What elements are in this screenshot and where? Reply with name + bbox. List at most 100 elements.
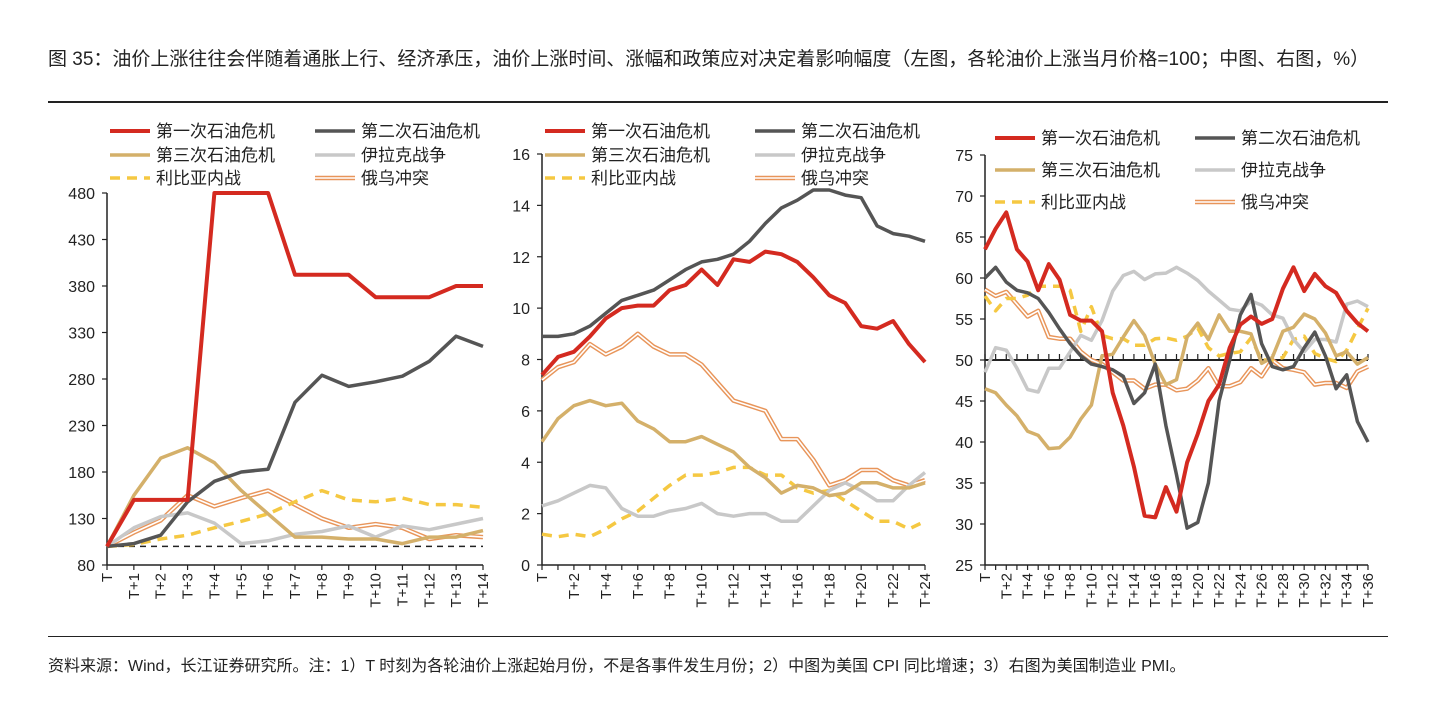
y-tick-label: 14 [512, 198, 530, 215]
x-tick-label: T+16 [1147, 573, 1164, 608]
series-line-3 [105, 446, 484, 548]
x-tick-label: T+3 [180, 573, 197, 599]
y-tick-label: 430 [68, 233, 95, 250]
legend-label: 第三次石油危机 [591, 146, 710, 165]
x-tick-label: T+4 [598, 573, 615, 599]
legend-label: 俄乌冲突 [361, 169, 429, 188]
x-tick-label: T+13 [448, 573, 465, 608]
y-tick-label: 380 [68, 279, 95, 296]
x-tick-label: T+5 [233, 573, 250, 599]
series-line-1 [983, 210, 1370, 520]
x-tick-label: T+34 [1339, 573, 1356, 608]
x-tick-label: T+24 [917, 573, 934, 608]
footnote-divider [48, 636, 1388, 637]
legend-label: 第一次石油危机 [591, 122, 710, 141]
y-tick-label: 280 [68, 372, 95, 389]
y-tick-label: 40 [955, 435, 973, 452]
y-tick-label: 2 [521, 507, 530, 524]
x-tick-label: T+6 [630, 573, 647, 599]
x-tick-label: T+8 [662, 573, 679, 599]
legend-label: 伊拉克战争 [361, 146, 446, 165]
x-tick-label: T+18 [1169, 573, 1186, 608]
series-line-6 [540, 331, 926, 488]
x-tick-label: T [534, 573, 551, 582]
series-line-6-inner [984, 288, 1369, 392]
y-tick-label: 70 [955, 189, 973, 206]
x-tick-label: T+20 [853, 573, 870, 608]
legend-label: 第二次石油危机 [361, 122, 480, 141]
x-tick-label: T+1 [126, 573, 143, 599]
x-tick-label: T+12 [1105, 573, 1122, 608]
legend-label: 第一次石油危机 [156, 122, 275, 141]
y-tick-label: 180 [68, 465, 95, 482]
y-tick-label: 130 [68, 512, 95, 529]
series-line-1 [105, 191, 483, 548]
y-tick-label: 30 [955, 517, 973, 534]
series-line-4 [541, 471, 927, 524]
legend-label: 利比亚内战 [156, 169, 241, 188]
y-tick-label: 480 [68, 186, 95, 203]
series-line-5 [983, 284, 1370, 364]
x-tick-label: T+4 [206, 573, 223, 599]
y-tick-label: 65 [955, 230, 973, 247]
title-divider [48, 101, 1388, 103]
y-tick-label: 0 [521, 558, 530, 575]
series-line-5 [541, 465, 926, 539]
legend-label: 俄乌冲突 [1241, 193, 1309, 212]
series-line-1 [540, 249, 927, 377]
legend-label: 利比亚内战 [1041, 193, 1126, 212]
y-tick-label: 55 [955, 312, 973, 329]
y-tick-label: 25 [955, 558, 973, 575]
x-tick-label: T+10 [1083, 573, 1100, 608]
x-tick-label: T+28 [1275, 573, 1292, 608]
y-tick-label: 60 [955, 271, 973, 288]
y-tick-label: 50 [955, 353, 973, 370]
chart-3: 25 30 35 40 45 50 55 60 65 70 75 T T+2 T+4 T+6 T+8 T+10 T… [955, 129, 1377, 608]
legend-label: 伊拉克战争 [1241, 161, 1326, 180]
legend-label: 第二次石油危机 [1241, 129, 1360, 148]
x-tick-label: T+24 [1232, 573, 1249, 608]
x-tick-label: T+14 [757, 573, 774, 608]
y-tick-label: 6 [521, 404, 530, 421]
x-tick-label: T+22 [1211, 573, 1228, 608]
legend-label: 利比亚内战 [591, 169, 676, 188]
series-line-3 [984, 312, 1369, 451]
x-tick-label: T+36 [1360, 573, 1377, 608]
y-tick-label: 230 [68, 419, 95, 436]
legend-label: 第三次石油危机 [1041, 161, 1160, 180]
y-tick-label: 4 [521, 455, 530, 472]
legend-label: 俄乌冲突 [801, 169, 869, 188]
x-tick-label: T+12 [421, 573, 438, 608]
series-line-6-inner [541, 333, 926, 487]
series-line-2 [106, 334, 484, 549]
legend-label: 第三次石油危机 [156, 146, 275, 165]
x-tick-label: T [99, 573, 116, 582]
x-tick-label: T+2 [566, 573, 583, 599]
x-tick-label: T+30 [1296, 573, 1313, 608]
series-line-6-inner [106, 489, 484, 548]
figure-title: 图 35：油价上涨往往会伴随着通胀上行、经济承压，油价上涨时间、涨幅和政策应对决… [48, 49, 1370, 70]
x-tick-label: T+2 [998, 573, 1015, 599]
x-tick-label: T+22 [885, 573, 902, 608]
x-tick-label: T+32 [1317, 573, 1334, 608]
y-tick-label: 8 [521, 353, 530, 370]
y-tick-label: 80 [77, 558, 95, 575]
y-tick-label: 10 [512, 301, 530, 318]
series-line-2 [983, 265, 1370, 530]
x-tick-label: T+9 [341, 573, 358, 599]
x-tick-label: T+10 [694, 573, 711, 608]
chart-1: 80 130 180 230 280 330 380 430 480 T T+1 T+2 T+3 T+4 T… [68, 122, 492, 608]
series-line-4 [983, 265, 1369, 394]
chart-2: 0 2 4 6 8 10 12 14 16 T T+2 T+4 T+6 T+8 T+10 T+12 T+14 T+… [512, 122, 934, 608]
y-tick-label: 35 [955, 476, 973, 493]
x-tick-label: T+8 [1062, 573, 1079, 599]
legend-label: 伊拉克战争 [801, 146, 886, 165]
footnote: 资料来源：Wind，长江证券研究所。注：1）T 时刻为各轮油价上涨起始月份，不是… [48, 658, 1186, 675]
x-tick-label: T+20 [1190, 573, 1207, 608]
x-tick-label: T+16 [789, 573, 806, 608]
x-tick-label: T+4 [1020, 573, 1037, 599]
y-tick-label: 16 [512, 147, 530, 164]
legend-label: 第二次石油危机 [801, 122, 920, 141]
x-tick-label: T [977, 573, 994, 582]
